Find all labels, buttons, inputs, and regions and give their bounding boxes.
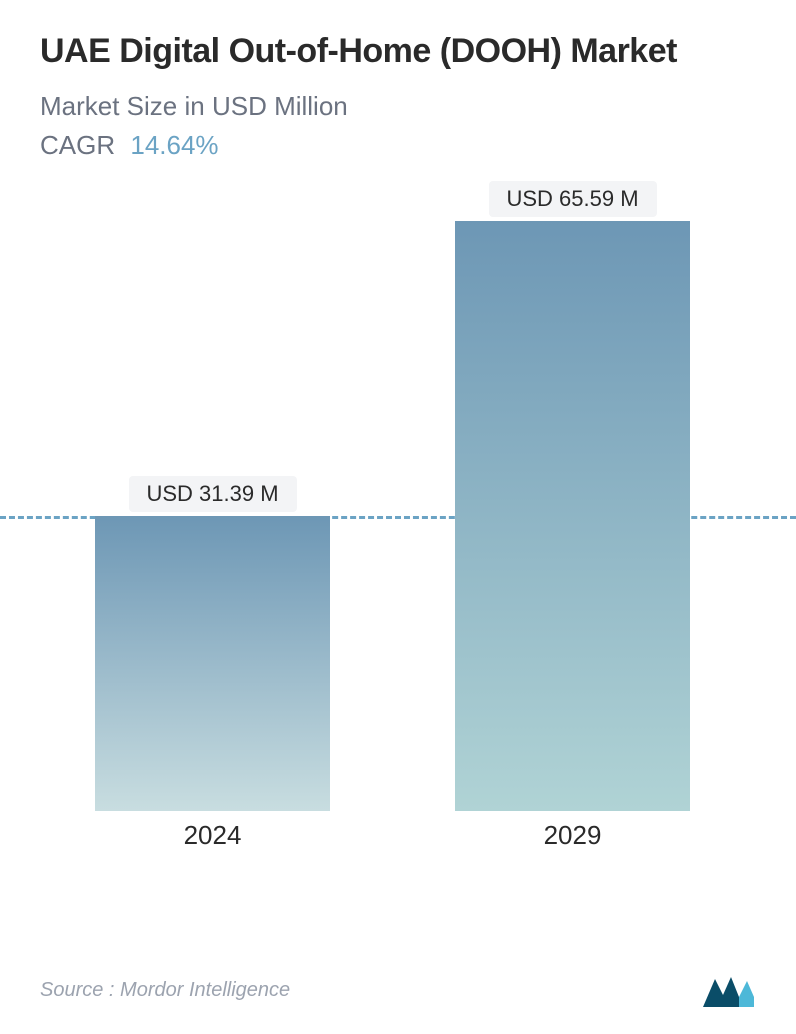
source-label: Source : [40, 979, 114, 1001]
bar-fill [455, 221, 690, 811]
bar-fill [95, 516, 330, 811]
source-text: Source : Mordor Intelligence [40, 979, 290, 1002]
brand-logo-icon [701, 971, 756, 1009]
cagr-label: CAGR [40, 130, 115, 160]
bar-2029: USD 65.59 M2029 [455, 221, 690, 811]
chart-footer: Source : Mordor Intelligence [40, 971, 756, 1009]
chart-area: USD 31.39 M2024USD 65.59 M2029 [0, 191, 796, 871]
source-value: Mordor Intelligence [120, 979, 290, 1001]
bar-year-label: 2029 [544, 820, 602, 851]
chart-title: UAE Digital Out-of-Home (DOOH) Market [40, 30, 756, 73]
cagr-row: CAGR 14.64% [40, 130, 756, 161]
chart-header: UAE Digital Out-of-Home (DOOH) Market Ma… [0, 0, 796, 171]
cagr-value: 14.64% [130, 130, 218, 160]
bar-year-label: 2024 [184, 820, 242, 851]
bar-value-label: USD 31.39 M [128, 476, 296, 512]
bar-2024: USD 31.39 M2024 [95, 516, 330, 811]
bar-value-label: USD 65.59 M [488, 181, 656, 217]
chart-subtitle: Market Size in USD Million [40, 91, 756, 122]
